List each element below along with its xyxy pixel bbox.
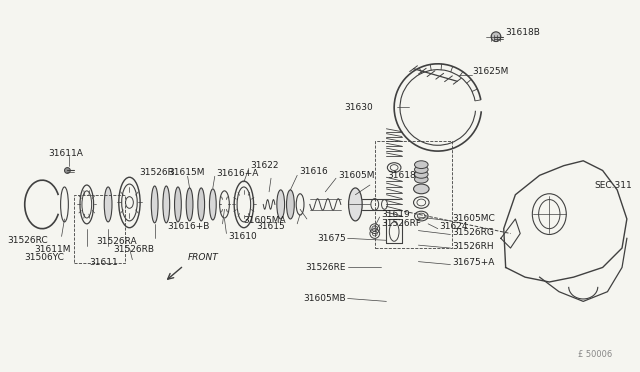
Text: 31526RB: 31526RB xyxy=(113,246,154,254)
Ellipse shape xyxy=(277,190,285,219)
Bar xyxy=(74,195,125,263)
Text: FRONT: FRONT xyxy=(188,253,218,262)
Ellipse shape xyxy=(415,175,428,183)
Text: 31526RG: 31526RG xyxy=(452,228,494,237)
Text: 31611A: 31611A xyxy=(48,148,83,157)
Text: £ 50006: £ 50006 xyxy=(578,350,612,359)
Text: 31615: 31615 xyxy=(256,222,285,231)
Text: 31625M: 31625M xyxy=(473,67,509,76)
Circle shape xyxy=(65,167,70,173)
Text: 31610: 31610 xyxy=(228,232,257,241)
Text: 31506YC: 31506YC xyxy=(25,253,65,262)
Text: 31605MC: 31605MC xyxy=(452,215,495,224)
Text: 31675: 31675 xyxy=(317,234,346,243)
Text: 31526RC: 31526RC xyxy=(8,236,48,245)
Ellipse shape xyxy=(287,190,294,219)
Ellipse shape xyxy=(415,161,428,169)
Text: 31526RF: 31526RF xyxy=(381,219,422,228)
Text: 31526RA: 31526RA xyxy=(97,237,137,246)
Ellipse shape xyxy=(163,186,170,223)
Ellipse shape xyxy=(209,189,216,220)
Text: 31675+A: 31675+A xyxy=(452,258,495,267)
Ellipse shape xyxy=(413,184,429,194)
Text: 31616: 31616 xyxy=(299,167,328,176)
Text: 31605MA: 31605MA xyxy=(243,217,285,225)
Ellipse shape xyxy=(415,170,428,178)
Text: 31616+A: 31616+A xyxy=(216,169,259,178)
Ellipse shape xyxy=(151,186,158,223)
Text: SEC.311: SEC.311 xyxy=(595,180,632,189)
Text: 31630: 31630 xyxy=(344,103,373,112)
Text: 31605M: 31605M xyxy=(338,171,374,180)
Text: 31618B: 31618B xyxy=(506,28,541,37)
Text: 31619: 31619 xyxy=(381,209,410,219)
Ellipse shape xyxy=(186,188,193,221)
Text: 31618: 31618 xyxy=(387,171,416,180)
Text: 31526R: 31526R xyxy=(139,168,174,177)
Ellipse shape xyxy=(415,166,428,173)
Ellipse shape xyxy=(349,188,362,221)
Text: 31624: 31624 xyxy=(440,222,468,231)
Text: 31611M: 31611M xyxy=(35,246,71,254)
Ellipse shape xyxy=(175,187,181,222)
Bar xyxy=(375,141,452,248)
Text: 31615M: 31615M xyxy=(168,168,205,177)
Text: 31605MB: 31605MB xyxy=(303,294,346,303)
Circle shape xyxy=(491,32,501,42)
Text: 31526RH: 31526RH xyxy=(452,242,494,251)
Text: 31611: 31611 xyxy=(89,258,118,267)
Ellipse shape xyxy=(104,187,112,222)
Circle shape xyxy=(372,226,378,232)
Text: 31526RE: 31526RE xyxy=(305,263,346,272)
Ellipse shape xyxy=(198,188,205,221)
Text: 31616+B: 31616+B xyxy=(168,222,210,231)
Text: 31622: 31622 xyxy=(251,161,279,170)
